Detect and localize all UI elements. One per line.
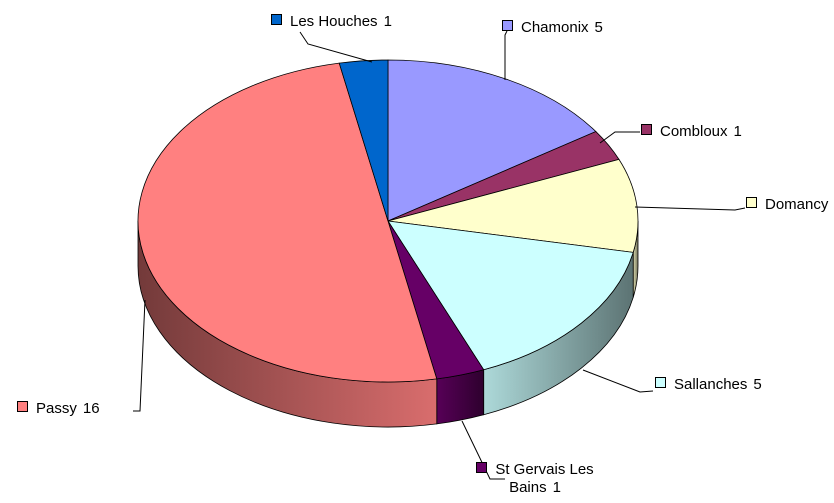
label-name: Domancy <box>765 196 829 213</box>
leader-line <box>299 31 373 63</box>
label-value: 1 <box>383 13 392 30</box>
legend-swatch <box>17 401 28 412</box>
data-label: Chamonix 5 <box>502 19 603 37</box>
label-value: 5 <box>753 376 762 393</box>
label-name: Sallanches <box>674 376 748 393</box>
slice <box>338 59 389 222</box>
slice <box>387 59 597 222</box>
slice <box>387 220 634 371</box>
label-name: Combloux <box>660 123 728 140</box>
leader-line <box>634 206 746 211</box>
data-label: Les Houches 1 <box>271 13 392 31</box>
label-name: Chamonix <box>521 19 589 36</box>
legend-swatch <box>502 20 513 31</box>
slice <box>137 62 438 383</box>
label-value: 1 <box>552 479 561 496</box>
legend-swatch <box>476 462 488 473</box>
label-name: Les Houches <box>290 13 378 30</box>
legend-swatch <box>746 197 757 208</box>
leader-line <box>582 369 654 393</box>
data-label: Sallanches 5 <box>655 376 762 394</box>
legend-swatch <box>271 14 282 25</box>
label-value: 1 <box>733 123 742 140</box>
data-label: Passy 16 <box>17 400 100 418</box>
label-name: Passy <box>36 400 77 417</box>
legend-swatch <box>641 124 652 135</box>
data-label: St Gervais Les Bains 1 <box>460 461 610 497</box>
label-name: St Gervais Les Bains <box>495 461 594 496</box>
leader-line <box>461 420 505 480</box>
legend-swatch <box>655 377 666 388</box>
data-label: Domancy3 <box>746 196 834 214</box>
slice <box>387 158 639 253</box>
leader-line <box>133 299 146 412</box>
leader-line <box>599 131 640 144</box>
data-label: Combloux 1 <box>641 123 742 141</box>
leader-line <box>504 30 508 80</box>
label-value: 16 <box>82 400 100 417</box>
label-value: 5 <box>594 19 603 36</box>
